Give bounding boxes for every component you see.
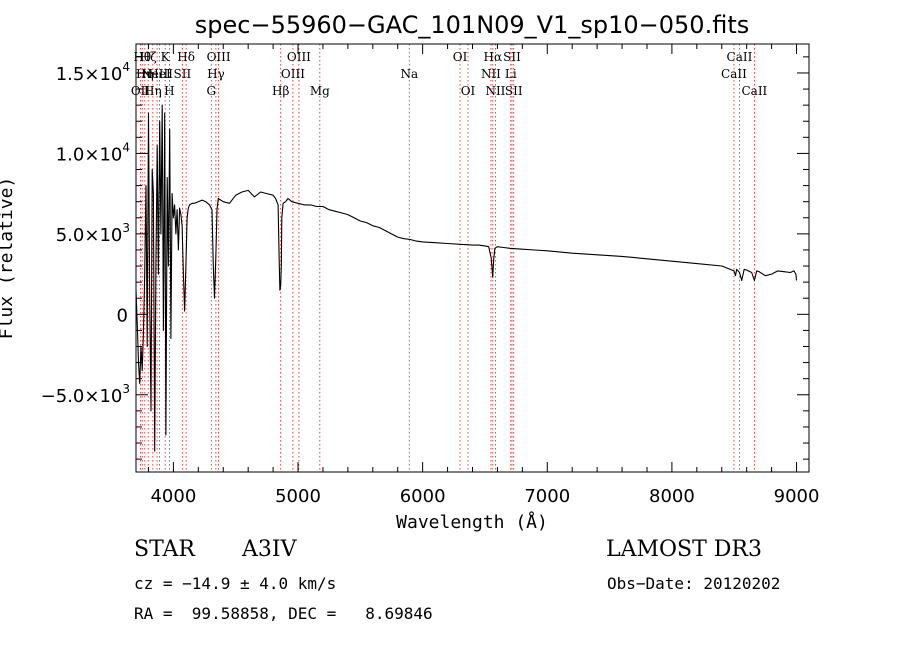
y-tick-label: 0 <box>117 305 128 326</box>
spectral-line-label: Hη <box>136 67 154 81</box>
x-axis-label: Wavelength (Å) <box>396 511 548 533</box>
y-tick-label: −5.0×103 <box>41 382 130 407</box>
y-tick-exponent: 3 <box>122 382 130 396</box>
spectral-line-label: Hθ <box>133 50 151 64</box>
x-tick-label: 6000 <box>400 486 446 507</box>
y-tick-exponent: 3 <box>122 221 130 235</box>
y-tick-mantissa: 1.5×10 <box>56 64 123 85</box>
spectral-line-label: SII <box>503 50 521 64</box>
survey-name: LAMOST DR3 <box>606 537 762 562</box>
spectral-line-label: CaII <box>721 67 747 81</box>
spectral-line-label: Na <box>400 67 418 81</box>
plot-frame <box>135 43 810 473</box>
spectral-line-label: Li <box>505 67 517 81</box>
y-axis-label: Flux (relative) <box>0 177 17 340</box>
object-class: STAR <box>134 537 195 562</box>
spectral-line-label: HeI <box>148 67 171 81</box>
redshift-velocity: cz = −14.9 ± 4.0 km/s <box>134 574 337 593</box>
emission-lines <box>140 44 755 472</box>
spectral-line-label: OI <box>461 84 476 98</box>
spectral-line-label: Hδ <box>177 50 195 64</box>
spectral-line-label: Hα <box>484 50 503 64</box>
spectral-line-label: Hγ <box>207 67 225 81</box>
y-tick-exponent: 4 <box>122 60 130 74</box>
x-tick-label: 7000 <box>524 486 570 507</box>
spectral-line-label: CaII <box>727 50 753 64</box>
spectral-line-label: G <box>206 84 216 98</box>
spectral-line-label: Hζ <box>140 50 157 64</box>
x-tick-label: 4000 <box>150 486 196 507</box>
observation-date: Obs−Date: 20120202 <box>607 574 781 593</box>
spectral-line-label: K <box>161 50 171 64</box>
spectral-line-label: CaII <box>741 84 767 98</box>
spectral-line-label: NII <box>481 67 501 81</box>
x-tick-label: 8000 <box>649 486 695 507</box>
x-tick-label: 5000 <box>275 486 321 507</box>
spectrum-line <box>135 104 798 452</box>
y-tick-exponent: 4 <box>122 140 130 154</box>
spectral-line-label: NII <box>485 84 505 98</box>
x-tick-label: 9000 <box>774 486 820 507</box>
spectral-line-label: OIII <box>281 67 305 81</box>
y-tick-mantissa: 5.0×10 <box>56 225 123 246</box>
spectral-line-label: NeIII <box>141 67 173 81</box>
spectral-line-label: SII <box>174 67 192 81</box>
y-tick-mantissa: 1.0×10 <box>56 144 123 165</box>
ra-dec-coordinates: RA = 99.58858, DEC = 8.69846 <box>134 604 433 623</box>
y-tick-mantissa: −5.0×10 <box>41 386 123 407</box>
spectral-line-label: Mg <box>310 84 330 98</box>
x-axis-ticks: 4000 5000 6000 7000 8000 9000 <box>147 44 820 507</box>
spectral-line-label: SII <box>505 84 523 98</box>
chart-title: spec−55960−GAC_101N09_V1_sp10−050.fits <box>195 11 749 39</box>
spectral-line-label: OIII <box>287 50 311 64</box>
spectral-line-label: H <box>164 84 174 98</box>
y-tick-label: 1.5×104 <box>56 60 130 85</box>
spectral-line-label: OIII <box>207 50 231 64</box>
spectral-line-label: Hη <box>144 84 162 98</box>
line-labels: OIIHθHηHζHηNeIIIHeIKHSIIHδGHγOIIIHβOIIIO… <box>131 50 768 98</box>
y-tick-label: 1.0×104 <box>56 140 130 165</box>
object-subclass: A3IV <box>242 537 297 562</box>
y-tick-label: 5.0×103 <box>56 221 130 246</box>
spectral-line-label: OI <box>453 50 468 64</box>
spectral-line-label: Hβ <box>272 84 289 98</box>
